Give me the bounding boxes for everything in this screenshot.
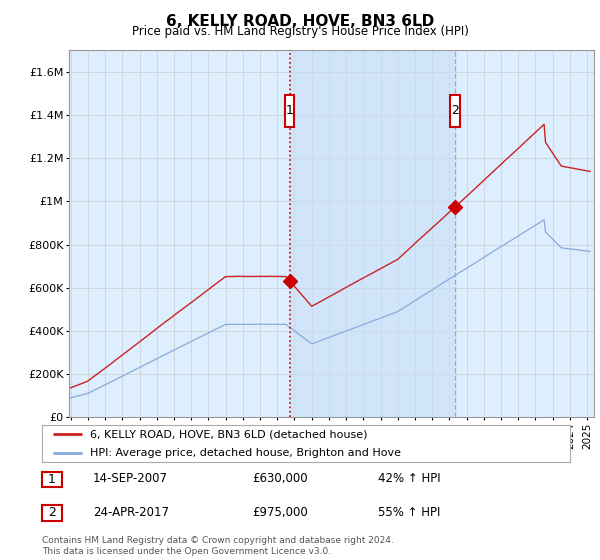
Text: 2: 2 bbox=[48, 506, 56, 520]
Text: £975,000: £975,000 bbox=[252, 506, 308, 519]
Text: 2: 2 bbox=[451, 104, 459, 117]
Text: HPI: Average price, detached house, Brighton and Hove: HPI: Average price, detached house, Brig… bbox=[89, 448, 401, 458]
Text: 24-APR-2017: 24-APR-2017 bbox=[93, 506, 169, 519]
Text: 42% ↑ HPI: 42% ↑ HPI bbox=[378, 472, 440, 486]
Text: 1: 1 bbox=[286, 104, 293, 117]
Text: 55% ↑ HPI: 55% ↑ HPI bbox=[378, 506, 440, 519]
Text: Contains HM Land Registry data © Crown copyright and database right 2024.
This d: Contains HM Land Registry data © Crown c… bbox=[42, 536, 394, 556]
Text: 14-SEP-2007: 14-SEP-2007 bbox=[93, 472, 168, 486]
Text: £630,000: £630,000 bbox=[252, 472, 308, 486]
FancyBboxPatch shape bbox=[284, 95, 295, 127]
FancyBboxPatch shape bbox=[450, 95, 460, 127]
Bar bbox=[290, 50, 455, 417]
Text: Price paid vs. HM Land Registry's House Price Index (HPI): Price paid vs. HM Land Registry's House … bbox=[131, 25, 469, 38]
Text: 1: 1 bbox=[48, 473, 56, 486]
Text: 6, KELLY ROAD, HOVE, BN3 6LD: 6, KELLY ROAD, HOVE, BN3 6LD bbox=[166, 14, 434, 29]
Text: 6, KELLY ROAD, HOVE, BN3 6LD (detached house): 6, KELLY ROAD, HOVE, BN3 6LD (detached h… bbox=[89, 430, 367, 439]
